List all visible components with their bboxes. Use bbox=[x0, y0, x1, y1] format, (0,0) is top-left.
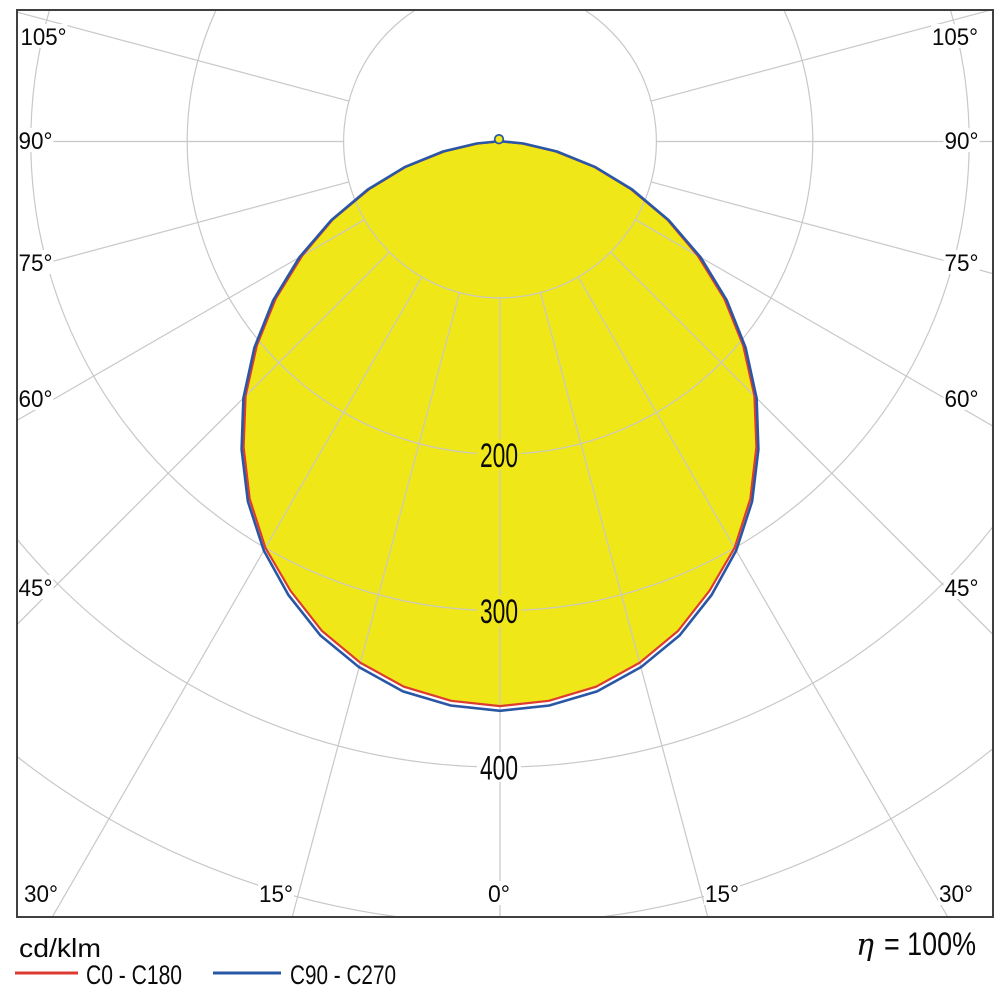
c90-c270-curve bbox=[240, 140, 760, 713]
angle-label-mask bbox=[17, 386, 54, 410]
efficiency-symbol: η bbox=[856, 928, 874, 963]
angle-label: 45° bbox=[945, 575, 979, 602]
grid-radial-line bbox=[52, 276, 423, 916]
efficiency-value: = 100% bbox=[884, 926, 976, 962]
ring-label: 400 bbox=[480, 750, 518, 788]
grid-radial-line bbox=[291, 292, 461, 916]
ring-label: 300 bbox=[480, 593, 518, 631]
angle-label-mask bbox=[17, 128, 54, 152]
angle-label-mask bbox=[17, 250, 54, 274]
angle-label-mask bbox=[19, 24, 68, 48]
grid-radial-line bbox=[18, 181, 350, 272]
angle-label: 105° bbox=[932, 24, 978, 51]
grid-radial-line bbox=[539, 292, 709, 916]
angle-label-mask bbox=[487, 881, 511, 905]
ring-label: 200 bbox=[480, 437, 518, 475]
angle-label-mask bbox=[943, 575, 980, 599]
grid-radial-line bbox=[650, 181, 992, 274]
angle-label: 30° bbox=[24, 881, 58, 908]
angle-label: 90° bbox=[945, 128, 979, 155]
angle-label: 60° bbox=[945, 386, 979, 413]
grid-radial-line bbox=[18, 251, 390, 625]
angle-label-mask bbox=[943, 386, 980, 410]
grid-radial-line bbox=[635, 219, 992, 427]
legend-label-c0-c180: C0 - C180 bbox=[86, 960, 182, 990]
angle-label-mask bbox=[938, 881, 974, 905]
angle-label-mask bbox=[258, 881, 294, 905]
plot-border bbox=[16, 9, 994, 918]
angle-label-mask bbox=[17, 575, 54, 599]
axis-labels: 200 300 400 105° 90° 75° 60° 45° 105° 90° 75° 60° 45… bbox=[17, 24, 980, 908]
angle-label: 0° bbox=[488, 881, 510, 908]
angle-label: 15° bbox=[259, 881, 293, 908]
angle-label-mask bbox=[943, 128, 980, 152]
angle-label: 60° bbox=[19, 386, 53, 413]
ring-label-mask bbox=[477, 439, 521, 470]
legend: cd/klm C0 - C180 C90 - C270 η = 100% bbox=[15, 926, 976, 990]
angle-label: 45° bbox=[19, 575, 53, 602]
angle-label-mask bbox=[23, 881, 59, 905]
grid-radial-line bbox=[18, 219, 365, 421]
unit-label: cd/klm bbox=[19, 933, 101, 963]
angle-label-mask bbox=[931, 24, 979, 48]
angle-label: 75° bbox=[945, 250, 979, 277]
angle-label: 105° bbox=[21, 24, 67, 51]
grid-radial-line bbox=[577, 276, 948, 916]
angle-label: 30° bbox=[939, 881, 973, 908]
grid-radial-line bbox=[18, 11, 350, 102]
grid-radial-line bbox=[610, 251, 992, 635]
angle-label-mask bbox=[943, 250, 980, 274]
angle-label: 75° bbox=[19, 250, 53, 277]
ring-label-mask bbox=[477, 752, 521, 783]
legend-label-c90-c270: C90 - C270 bbox=[290, 960, 396, 990]
angle-label: 15° bbox=[705, 881, 739, 908]
apex-marker bbox=[493, 134, 505, 145]
angle-label-mask bbox=[704, 881, 740, 905]
ring-label-mask bbox=[477, 595, 521, 626]
angle-label: 90° bbox=[19, 128, 53, 155]
grid-radial-line bbox=[650, 11, 990, 102]
